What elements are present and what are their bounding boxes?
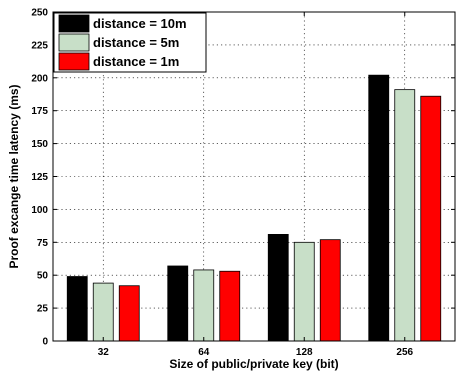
bar xyxy=(368,74,390,342)
bar xyxy=(167,265,189,342)
bar xyxy=(219,270,241,342)
bar xyxy=(394,89,416,342)
y-tick-label: 150 xyxy=(31,139,48,150)
bar xyxy=(319,239,341,342)
bar xyxy=(267,234,289,342)
x-axis-label: Size of public/private key (bit) xyxy=(169,357,338,371)
y-tick-label: 75 xyxy=(37,238,49,249)
bars xyxy=(66,74,442,342)
bar xyxy=(293,241,315,342)
legend-swatch xyxy=(58,14,90,33)
x-tick-label: 128 xyxy=(296,347,313,358)
legend-label: distance = 5m xyxy=(93,35,179,50)
y-tick-label: 175 xyxy=(31,106,48,117)
bar xyxy=(66,276,88,342)
legend-swatch xyxy=(58,33,90,52)
axis-ticks: 0 25 50 75 100 125 150 175 200 225 250 32 64 128 256 xyxy=(31,8,455,358)
y-tick-label: 250 xyxy=(31,8,48,19)
x-tick-label: 64 xyxy=(198,347,210,358)
bar xyxy=(420,95,442,342)
bar xyxy=(193,269,215,342)
y-axis-label: Proof excange time latency (ms) xyxy=(7,84,21,268)
legend-swatch xyxy=(58,52,90,71)
y-tick-label: 100 xyxy=(31,205,48,216)
y-tick-label: 0 xyxy=(42,337,48,348)
legend-label: distance = 10m xyxy=(93,16,187,31)
bar xyxy=(92,282,114,342)
x-tick-label: 32 xyxy=(98,347,110,358)
legend: distance = 10m distance = 5m distance = 1m xyxy=(53,12,207,73)
y-tick-label: 225 xyxy=(31,40,48,51)
y-tick-label: 25 xyxy=(37,304,49,315)
legend-label: distance = 1m xyxy=(93,54,179,69)
bar xyxy=(118,285,140,342)
y-tick-label: 50 xyxy=(37,271,49,282)
y-tick-label: 125 xyxy=(31,172,48,183)
x-tick-label: 256 xyxy=(396,347,413,358)
y-tick-label: 200 xyxy=(31,73,48,84)
